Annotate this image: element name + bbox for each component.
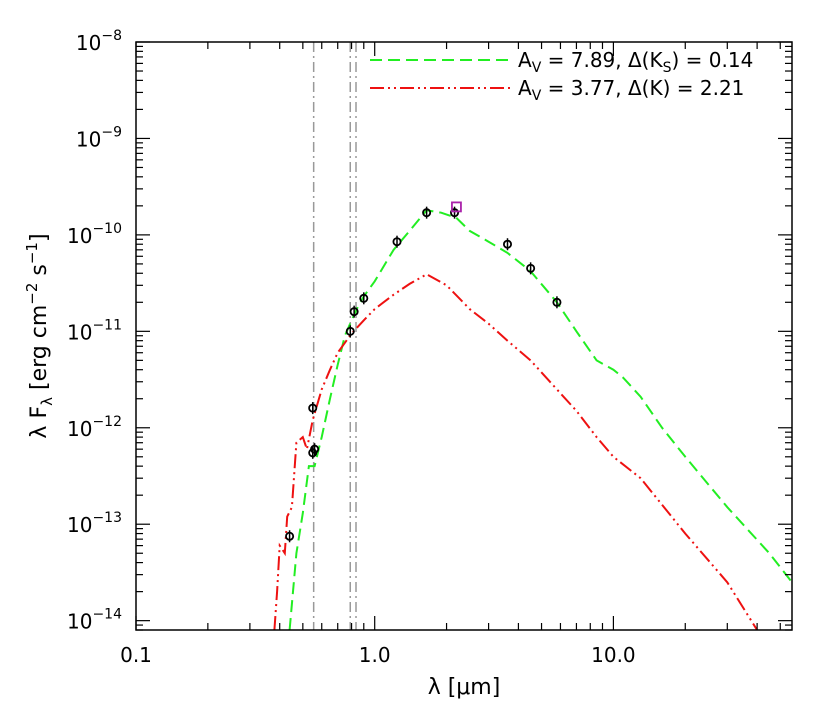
data-point xyxy=(308,402,318,415)
data-point xyxy=(526,262,536,275)
x-tick-label: 1.0 xyxy=(359,643,391,667)
data-point xyxy=(345,325,355,338)
data-point xyxy=(392,235,402,248)
y-tick-label: 10−11 xyxy=(67,317,122,344)
y-tick-label: 10−9 xyxy=(76,124,122,151)
data-point xyxy=(359,292,369,305)
y-axis-title: λ Fλ [erg cm−2 s−1] xyxy=(23,233,56,438)
x-axis-title: λ [μm] xyxy=(428,675,501,700)
square-marker xyxy=(451,201,462,213)
y-tick-label: 10−12 xyxy=(67,414,122,441)
x-tick-label: 10.0 xyxy=(591,643,636,667)
svg-text:λ Fλ [erg cm−2 s−1]: λ Fλ [erg cm−2 s−1] xyxy=(23,233,56,438)
data-point xyxy=(285,530,295,543)
y-tick-label: 10−10 xyxy=(67,221,122,248)
x-tick-label: 0.1 xyxy=(120,643,152,667)
legend: AV = 7.89, Δ(KS) = 0.14 AV = 3.77, Δ(K) … xyxy=(370,48,753,104)
series-line-0 xyxy=(288,209,792,630)
y-tick-label: 10−13 xyxy=(67,510,122,537)
data-point xyxy=(422,206,432,219)
data-point xyxy=(552,296,562,309)
legend-label-red: AV = 3.77, Δ(K) = 2.21 xyxy=(518,76,744,104)
x-tick-labels: 0.1 1.0 10.0 xyxy=(120,643,636,667)
series-layer xyxy=(273,209,792,630)
data-point xyxy=(502,238,512,251)
legend-label-green: AV = 7.89, Δ(KS) = 0.14 xyxy=(518,48,753,76)
data-point xyxy=(349,305,359,318)
y-tick-labels-generated: 10−8 10−9 10−10 10−11 10−12 10−13 10−14 xyxy=(67,28,122,634)
y-tick-label: 10−14 xyxy=(67,607,122,634)
y-tick-label: 10−8 xyxy=(76,28,122,55)
data-point xyxy=(310,443,320,456)
data-point xyxy=(450,206,460,219)
observation-points xyxy=(285,201,562,543)
series-line-1 xyxy=(273,273,758,630)
axis-ticks xyxy=(135,41,792,631)
